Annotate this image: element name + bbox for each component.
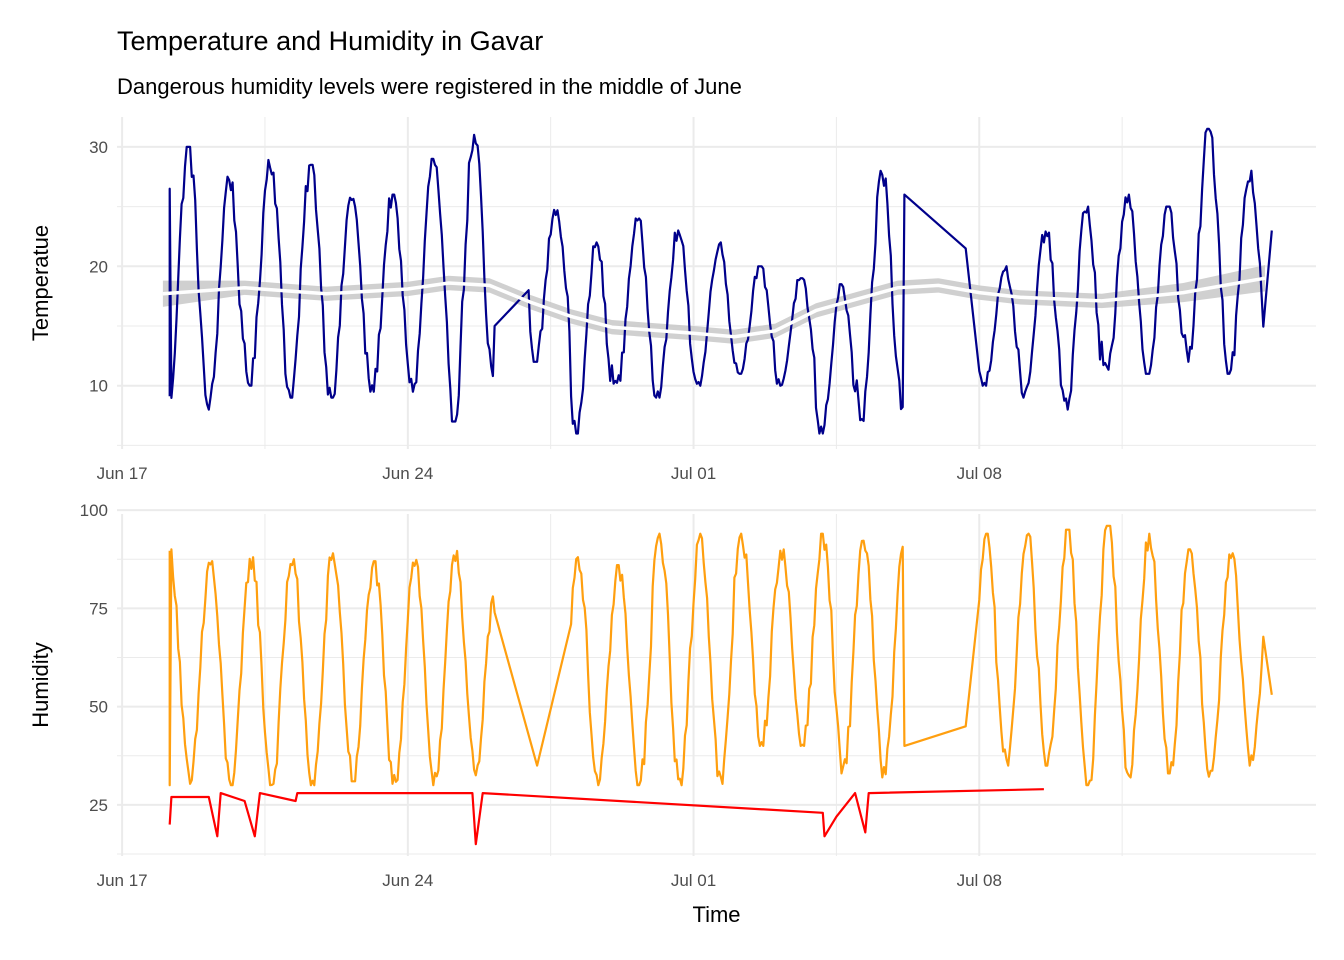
danger-humidity-line [168,788,1044,846]
x-tick-label: Jul 01 [671,464,716,483]
chart-title: Temperature and Humidity in Gavar [117,26,544,56]
x-axis-title: Time [692,902,740,927]
y-tick-label: 10 [89,377,108,396]
temperature-line [168,127,1273,435]
temperature-panel: Jun 17 Jun 24 Jul 01 Jul 08 10 20 30 Temperatue [28,117,1316,483]
grid [117,509,1316,856]
y-tick-label: 25 [89,796,108,815]
smooth-trend-line [162,276,1266,339]
humidity-panel: Jun 17 Jun 24 Jul 01 Jul 08 25 50 75 100 Humidit… [28,501,1316,927]
chart-subtitle: Dangerous humidity levels were registere… [117,74,742,99]
y-tick-label: 50 [89,698,108,717]
x-tick-label: Jul 08 [957,871,1002,890]
x-tick-label: Jun 24 [382,464,433,483]
y-tick-label: 30 [89,138,108,157]
x-tick-label: Jun 24 [382,871,433,890]
x-tick-label: Jul 01 [671,871,716,890]
y-axis-title: Temperatue [28,225,53,341]
y-tick-label: 75 [89,599,108,618]
y-tick-label: 20 [89,257,108,276]
y-axis-title: Humidity [28,642,53,728]
y-tick-label: 100 [80,501,108,520]
humidity-line [168,524,1273,787]
grid [117,117,1316,449]
x-tick-label: Jul 08 [957,464,1002,483]
x-tick-label: Jun 17 [97,871,148,890]
x-tick-label: Jun 17 [97,464,148,483]
